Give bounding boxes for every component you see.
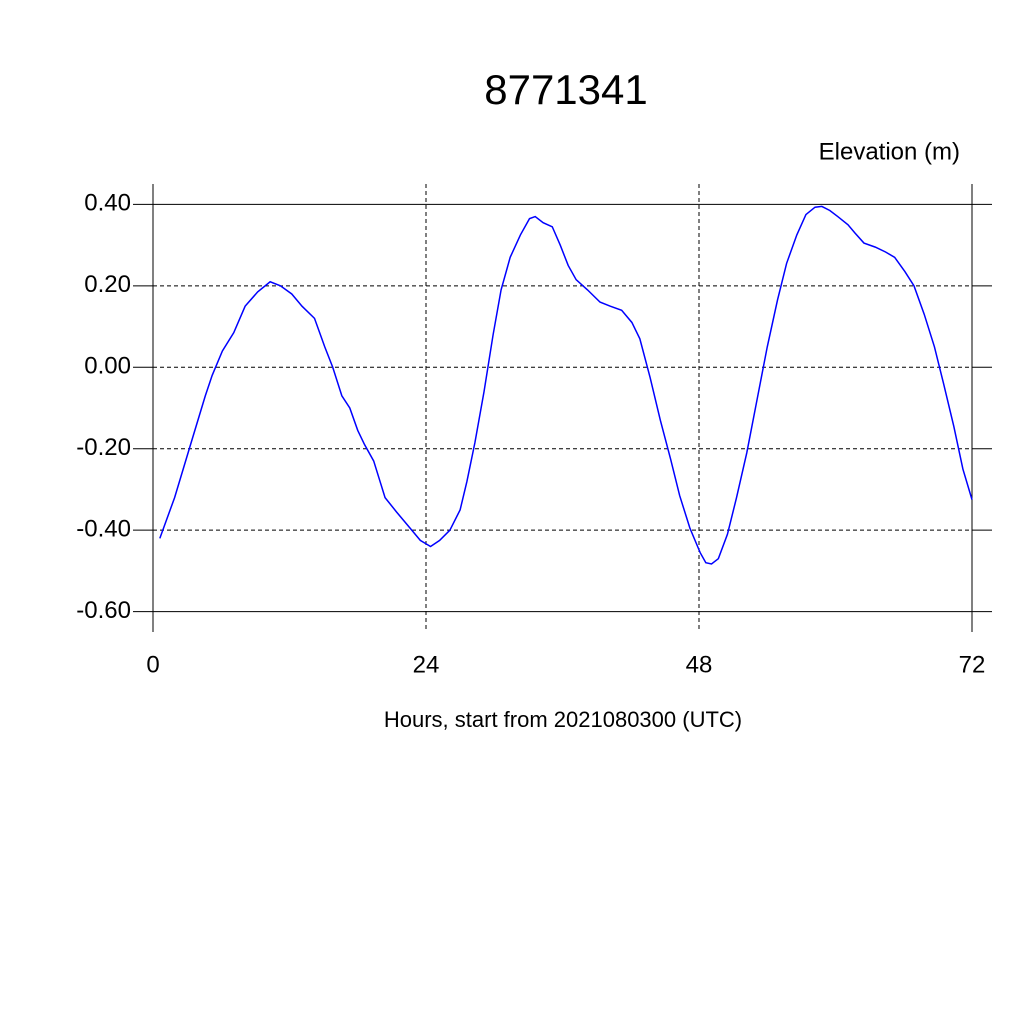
x-tick-label: 24 — [413, 651, 440, 678]
y-tick-label: -0.60 — [76, 597, 131, 624]
x-tick-label: 48 — [686, 651, 713, 678]
y-tick-label: 0.20 — [84, 271, 131, 298]
chart-subtitle: Elevation (m) — [819, 138, 960, 165]
x-axis-label: Hours, start from 2021080300 (UTC) — [384, 707, 742, 732]
chart-title: 8771341 — [484, 66, 648, 113]
y-tick-label: -0.20 — [76, 434, 131, 461]
y-tick-label: 0.40 — [84, 190, 131, 217]
x-tick-label: 72 — [959, 651, 986, 678]
y-tick-label: 0.00 — [84, 353, 131, 380]
data-line — [159, 205, 973, 565]
y-tick-label: -0.40 — [76, 516, 131, 543]
x-tick-label: 0 — [146, 651, 159, 678]
